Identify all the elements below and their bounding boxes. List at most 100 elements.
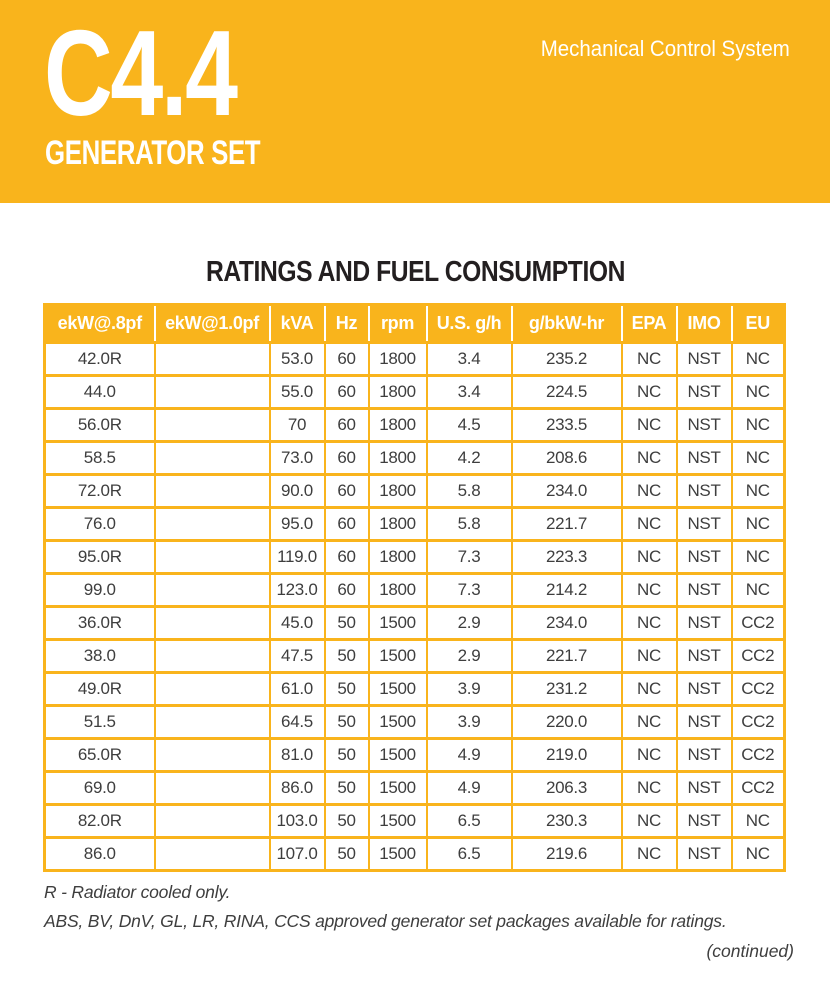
table-cell: NST [675,407,733,443]
table-cell: NST [675,572,733,608]
table-cell: 214.2 [510,572,623,608]
table-cell: NC [730,572,786,608]
table-row: 76.0 95.0 60 1800 5.8 221.7 NC NST NC [43,506,786,542]
table-cell: 53.0 [268,341,326,377]
table-cell [153,704,271,740]
table-cell: 1800 [367,572,428,608]
table-cell: 7.3 [425,572,513,608]
table-cell: 1500 [367,605,428,641]
header-cell: EPA [620,304,677,343]
table-cell: 219.0 [510,737,623,773]
control-system-tagline: Mechanical Control System [540,36,790,61]
table-cell: 49.0R [43,671,156,707]
table-cell: NC [730,341,786,377]
table-cell: NC [620,605,678,641]
header-cell: ekW@1.0pf [153,304,270,343]
table-cell: NST [675,506,733,542]
table-cell: 51.5 [43,704,156,740]
table-cell: 2.9 [425,605,513,641]
table-cell: 50 [323,803,370,839]
table-cell: 60 [323,506,370,542]
generator-set-label: GENERATOR SET [45,134,261,172]
table-cell: 5.8 [425,506,513,542]
table-cell: 4.9 [425,737,513,773]
table-cell: 6.5 [425,803,513,839]
table-cell: NC [620,407,678,443]
table-cell: 95.0 [268,506,326,542]
table-cell: NC [620,341,678,377]
table-cell: 60 [323,572,370,608]
table-row: 51.5 64.5 50 1500 3.9 220.0 NC NST CC2 [43,704,786,740]
table-cell: CC2 [730,638,786,674]
table-cell: 219.6 [510,836,623,872]
table-cell: NST [675,341,733,377]
table-cell [153,539,271,575]
note-approvals: ABS, BV, DnV, GL, LR, RINA, CCS approved… [44,911,727,931]
table-cell: 208.6 [510,440,623,476]
table-cell: NC [620,638,678,674]
table-row: 99.0 123.0 60 1800 7.3 214.2 NC NST NC [43,572,786,608]
table-cell: 65.0R [43,737,156,773]
section-title-text: RATINGS AND FUEL CONSUMPTION [205,256,625,288]
table-cell: 233.5 [510,407,623,443]
table-cell: NC [730,407,786,443]
table-cell: 50 [323,737,370,773]
table-cell: NC [730,803,786,839]
note-radiator: R - Radiator cooled only. [44,882,231,902]
table-cell: 50 [323,836,370,872]
table-cell: 61.0 [268,671,326,707]
header-cell: U.S. g/h [425,304,512,343]
header-cell: Hz [323,304,369,343]
table-cell: NC [620,671,678,707]
header-cell: g/bkW-hr [510,304,622,343]
table-cell [153,803,271,839]
table-cell [153,407,271,443]
table-cell: 3.4 [425,374,513,410]
table-cell: NST [675,605,733,641]
table-cell: 47.5 [268,638,326,674]
continued-label: (continued) [706,941,794,961]
table-cell: 1500 [367,770,428,806]
table-cell: 1500 [367,737,428,773]
table-cell: 1800 [367,440,428,476]
table-cell: NST [675,836,733,872]
table-cell: 221.7 [510,506,623,542]
table-cell: 224.5 [510,374,623,410]
table-cell: 220.0 [510,704,623,740]
table-cell: 45.0 [268,605,326,641]
table-cell: 1800 [367,374,428,410]
table-cell [153,572,271,608]
ratings-table-body: 42.0R 53.0 60 1800 3.4 235.2 NC NST NC 44.0 55.0 60… [43,341,786,872]
table-row: 42.0R 53.0 60 1800 3.4 235.2 NC NST NC [43,341,786,377]
table-cell: 55.0 [268,374,326,410]
section-title: RATINGS AND FUEL CONSUMPTION [0,256,830,289]
table-cell: 4.5 [425,407,513,443]
table-cell: 86.0 [43,836,156,872]
table-cell: 1500 [367,803,428,839]
table-cell [153,770,271,806]
table-cell: NC [620,836,678,872]
table-cell: 1800 [367,539,428,575]
table-cell: 44.0 [43,374,156,410]
table-cell: 119.0 [268,539,326,575]
table-row: 36.0R 45.0 50 1500 2.9 234.0 NC NST CC2 [43,605,786,641]
table-cell: NC [620,737,678,773]
table-cell [153,374,271,410]
table-cell: 221.7 [510,638,623,674]
table-cell: NC [620,803,678,839]
table-row: 38.0 47.5 50 1500 2.9 221.7 NC NST CC2 [43,638,786,674]
table-cell: 4.9 [425,770,513,806]
table-cell: NC [620,572,678,608]
table-row: 86.0 107.0 50 1500 6.5 219.6 NC NST NC [43,836,786,872]
table-row: 65.0R 81.0 50 1500 4.9 219.0 NC NST CC2 [43,737,786,773]
table-cell: NC [620,440,678,476]
table-cell: CC2 [730,770,786,806]
table-cell [153,440,271,476]
header-cell: IMO [675,304,732,343]
table-row: 95.0R 119.0 60 1800 7.3 223.3 NC NST NC [43,539,786,575]
table-row: 69.0 86.0 50 1500 4.9 206.3 NC NST CC2 [43,770,786,806]
table-cell: 70 [268,407,326,443]
table-cell: NC [620,539,678,575]
table-cell: NC [730,506,786,542]
ratings-table: ekW@.8pf ekW@1.0pf kVA Hz rpm U.S. g/h g/bkW-h… [43,303,786,872]
